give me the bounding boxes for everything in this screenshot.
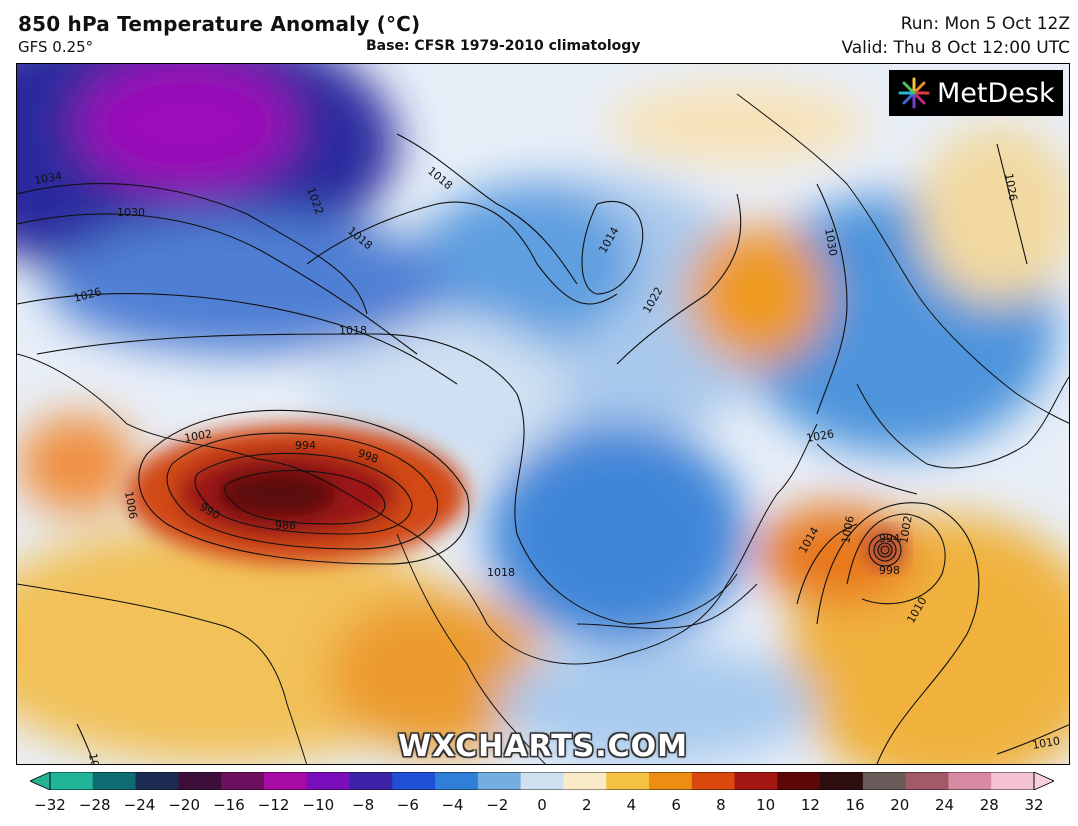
colorbar-segment: [606, 772, 650, 790]
isobar-label: 1018: [339, 324, 367, 337]
colorbar-tick-label: −32: [34, 796, 66, 814]
colorbar-segment: [435, 772, 479, 790]
isobar-label: 1006: [86, 752, 104, 765]
isobar-label: 994: [879, 532, 900, 545]
colorbar-tick-label: 10: [756, 796, 776, 814]
colorbar-tick-label: 2: [581, 796, 592, 814]
colorbar-segment: [135, 772, 179, 790]
colorbar-segment: [648, 772, 693, 790]
isobar-label: 986: [275, 519, 296, 532]
isobar-label: 1026: [805, 427, 835, 445]
colorbar-tick-label: −4: [441, 796, 464, 814]
colorbar-tick-label: −16: [213, 796, 245, 814]
isobar-label: 994: [295, 439, 316, 452]
colorbar-segment: [306, 772, 351, 790]
run-time-label: Run: Mon 5 Oct 12Z: [900, 14, 1070, 34]
isobar-label: 1034: [33, 169, 63, 187]
colorbar-tick-label: 24: [934, 796, 955, 814]
colorbar-segment: [392, 772, 436, 790]
colorbar-tick-label: 32: [1024, 796, 1044, 814]
colorbar-segments: [50, 772, 1035, 790]
colorbar-tick-label: −10: [302, 796, 335, 814]
colorbar-segment: [820, 772, 864, 790]
starburst-logo-icon: [898, 77, 930, 109]
colorbar-segment: [92, 772, 137, 790]
colorbar-segment: [563, 772, 607, 790]
colorbar-segment: [991, 772, 1035, 790]
metdesk-logo: MetDesk: [889, 70, 1063, 116]
colorbar-frame: [49, 772, 1035, 790]
colorbar-segment: [221, 772, 265, 790]
colorbar-tick-label: −8: [352, 796, 375, 814]
colorbar-tick-label: 20: [890, 796, 910, 814]
coastlines-borders: [17, 93, 1069, 764]
colorbar-end-arrow: [1033, 772, 1054, 790]
colorbar-tick-label: 0: [537, 796, 547, 814]
colorbar-tick-label: −6: [396, 796, 419, 814]
colorbar-segment: [50, 772, 94, 790]
colorbar-tick-label: −24: [123, 796, 156, 814]
isobar-label: 1026: [1002, 172, 1020, 202]
map-canvas: 1034103010261022101810181018101410221030…: [17, 64, 1069, 765]
colorbar-start-arrow: [30, 772, 51, 790]
colorbar-tick-label: 4: [626, 796, 637, 814]
isobar-label: 1018: [487, 566, 515, 579]
colorbar-segment: [905, 772, 950, 790]
isobar-label: 1030: [822, 227, 840, 257]
colorbar-segment: [178, 772, 222, 790]
valid-time-label: Valid: Thu 8 Oct 12:00 UTC: [841, 38, 1070, 58]
colorbar-segment: [862, 772, 907, 790]
colorbar-tick-label: 16: [845, 796, 865, 814]
colorbar: [30, 772, 1054, 790]
base-climatology-label: Base: CFSR 1979-2010 climatology: [366, 38, 641, 54]
wxcharts-watermark: WXCHARTS.COM: [397, 729, 689, 764]
colorbar-segment: [691, 772, 736, 790]
isobar-label: 1010: [1031, 734, 1061, 752]
chart-title: 850 hPa Temperature Anomaly (°C): [18, 12, 421, 36]
colorbar-tick-label: 6: [671, 796, 681, 814]
colorbar-tick-label: 8: [716, 796, 726, 814]
colorbar-tick-label: −20: [168, 796, 200, 814]
colorbar-segment: [263, 772, 308, 790]
colorbar-segment: [349, 772, 393, 790]
colorbar-tick-label: 12: [800, 796, 820, 814]
isobars: [17, 133, 1069, 764]
isobar-label: 1002: [183, 427, 213, 445]
colorbar-segment: [520, 772, 564, 790]
model-label: GFS 0.25°: [18, 38, 94, 56]
colorbar-tick-label: −28: [78, 796, 111, 814]
anomaly-map: 1034 1030 1026 1022 1018 1018 1018 1014 1022 1030…: [16, 63, 1070, 765]
temperature-anomaly-field: [17, 64, 1069, 764]
colorbar-tick-label: −2: [486, 796, 509, 814]
heat-core-tibet: [127, 424, 467, 564]
isobar-label: 1006: [839, 515, 857, 545]
colorbar-tick-label: 28: [979, 796, 999, 814]
isobar-label: 1006: [122, 490, 140, 520]
colorbar-segment: [477, 772, 522, 790]
colorbar-segment: [777, 772, 821, 790]
isobar-label: 998: [879, 564, 900, 577]
colorbar-segment: [948, 772, 992, 790]
colorbar-segment: [734, 772, 778, 790]
colorbar-tick-label: −12: [257, 796, 290, 814]
isobar-label: 1002: [897, 515, 915, 545]
isobar-label: 1030: [117, 206, 145, 219]
logo-text: MetDesk: [937, 77, 1055, 109]
